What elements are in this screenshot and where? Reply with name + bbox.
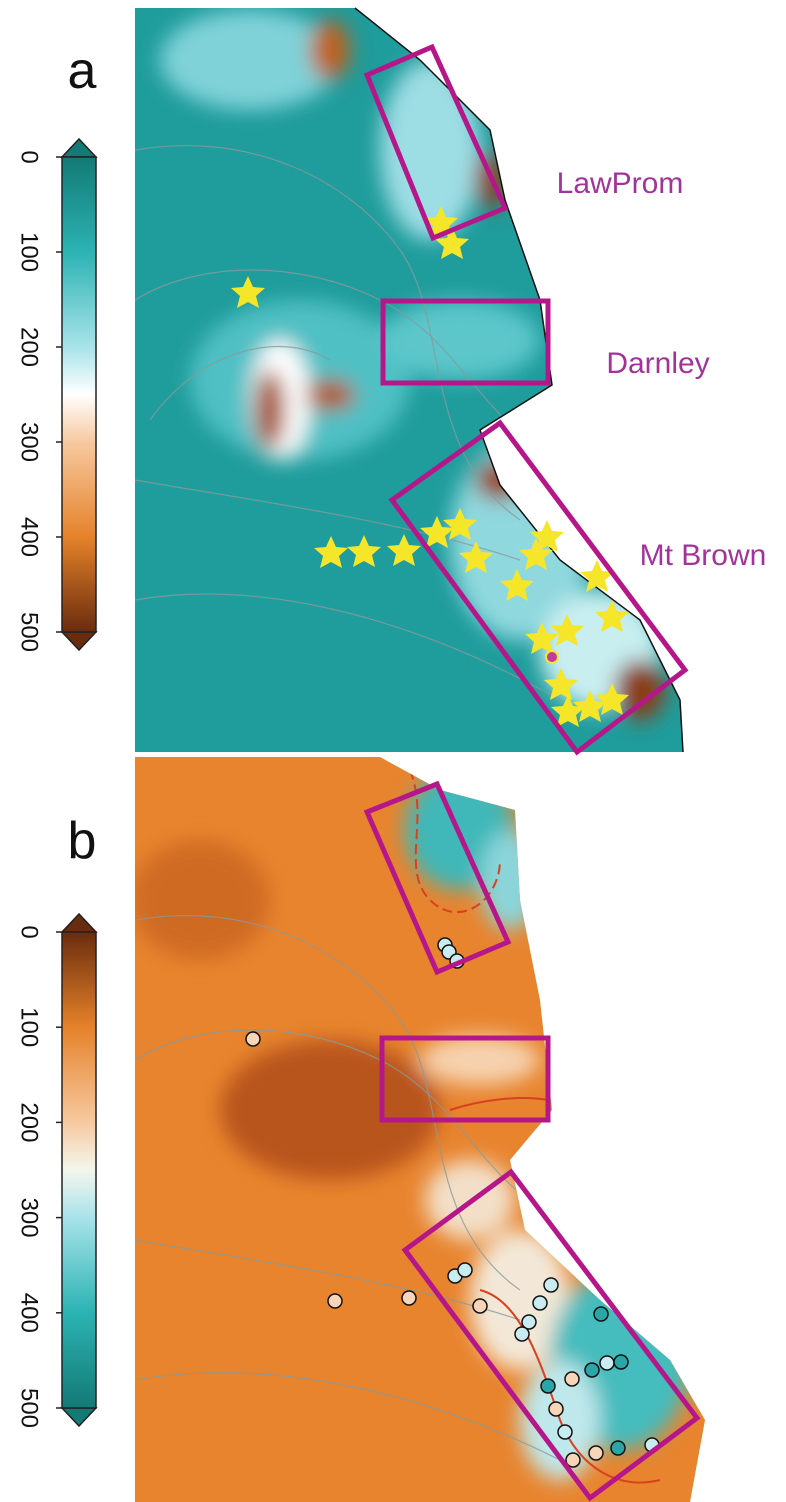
tick-label: 300	[16, 1198, 43, 1238]
tick-label: 0	[16, 925, 43, 938]
tick-label: 500	[16, 612, 43, 652]
tick-label: 300	[16, 422, 43, 462]
tick-label: 500	[16, 1388, 43, 1428]
region-boxes	[363, 43, 701, 1502]
map-b	[135, 757, 705, 1502]
tick-label: 400	[16, 517, 43, 557]
panel-label: b	[68, 812, 97, 870]
colorbar-cap	[60, 137, 98, 158]
colorbar	[61, 931, 97, 1409]
colorbar-cap	[60, 631, 98, 652]
panel-label: a	[68, 42, 97, 100]
tick-label: 0	[16, 150, 43, 163]
region-label: LawProm	[557, 167, 684, 200]
region-label: Mt Brown	[640, 539, 767, 572]
colorbar-cap	[60, 1407, 98, 1428]
region-label: Darnley	[606, 347, 709, 380]
tick-label: 400	[16, 1293, 43, 1333]
colorbar-cap	[60, 912, 98, 933]
tick-label: 100	[16, 232, 43, 272]
tick-label: 200	[16, 1102, 43, 1142]
tick-label: 200	[16, 327, 43, 367]
colorbar	[61, 156, 97, 633]
tick-label: 100	[16, 1007, 43, 1047]
